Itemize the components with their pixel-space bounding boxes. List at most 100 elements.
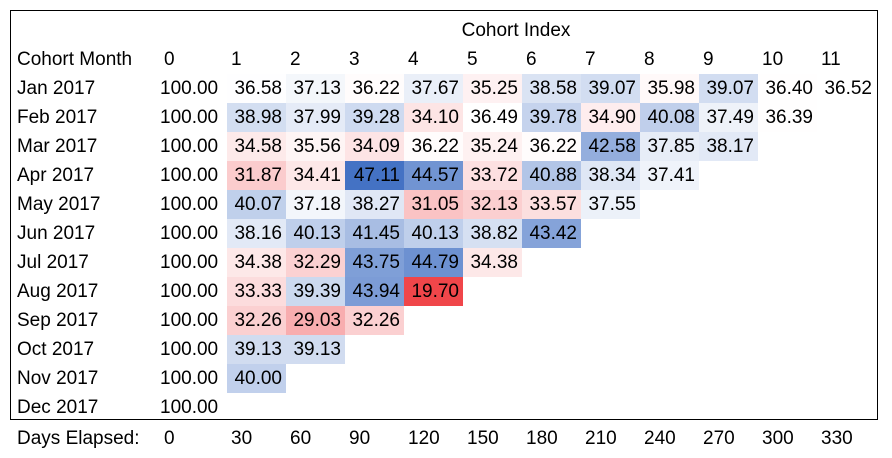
column-header: 6: [526, 49, 537, 70]
heatmap-cell: 100.00: [160, 252, 219, 273]
heatmap-cell: 34.58: [227, 132, 286, 161]
heatmap-cell: 29.03: [286, 306, 345, 335]
heatmap-cell: 39.13: [286, 335, 345, 364]
heatmap-cell: 32.26: [227, 306, 286, 335]
heatmap-cell: 100.00: [160, 339, 219, 360]
days-elapsed-label: 150: [467, 428, 499, 449]
heatmap-cell: 36.58: [227, 74, 286, 103]
heatmap-cell: 100.00: [160, 368, 219, 389]
column-header: 4: [408, 49, 419, 70]
days-elapsed-label: 330: [821, 428, 853, 449]
heatmap-cell: 39.07: [699, 74, 758, 103]
heatmap-cell: 34.09: [345, 132, 404, 161]
column-header: 9: [703, 49, 714, 70]
row-label: Dec 2017: [17, 397, 99, 418]
heatmap-cell: 38.27: [345, 190, 404, 219]
days-elapsed-label: 90: [349, 428, 371, 449]
days-elapsed-label: 270: [703, 428, 735, 449]
heatmap-cell: 36.22: [404, 132, 463, 161]
heatmap-cell: 19.70: [404, 277, 463, 306]
row-header-label: Cohort Month: [17, 49, 133, 70]
heatmap-cell: 38.58: [522, 74, 581, 103]
days-elapsed-label: 60: [290, 428, 312, 449]
row-label: Feb 2017: [17, 107, 98, 128]
heatmap-cell: 42.58: [581, 132, 640, 161]
heatmap-cell: 100.00: [160, 136, 219, 157]
heatmap-cell: 39.78: [522, 103, 581, 132]
heatmap-cell: 39.28: [345, 103, 404, 132]
heatmap-cell: 44.79: [404, 248, 463, 277]
heatmap-cell: 40.00: [227, 364, 286, 393]
heatmap-cell: 34.90: [581, 103, 640, 132]
column-header: 2: [290, 49, 301, 70]
heatmap-cell: 37.85: [640, 132, 699, 161]
row-label: Oct 2017: [17, 339, 95, 360]
column-header: 1: [231, 49, 242, 70]
row-label: May 2017: [17, 194, 101, 215]
days-elapsed-label: 180: [526, 428, 558, 449]
heatmap-cell: 40.07: [227, 190, 286, 219]
column-header: 0: [164, 49, 175, 70]
heatmap-cell: 44.57: [404, 161, 463, 190]
column-header: 10: [762, 49, 784, 70]
days-elapsed-label: 30: [231, 428, 253, 449]
heatmap-cell: 40.88: [522, 161, 581, 190]
heatmap-cell: 31.05: [404, 190, 463, 219]
heatmap-cell: 36.49: [463, 103, 522, 132]
row-label: Aug 2017: [17, 281, 99, 302]
footer-label: Days Elapsed:: [17, 428, 140, 449]
column-header: 8: [644, 49, 655, 70]
heatmap-cell: 47.11: [345, 161, 404, 190]
heatmap-cell: 32.26: [345, 306, 404, 335]
heatmap-cell: 36.52: [817, 74, 876, 103]
heatmap-cell: 100.00: [160, 310, 219, 331]
heatmap-cell: 100.00: [160, 165, 219, 186]
heatmap-cell: 37.49: [699, 103, 758, 132]
row-label: Nov 2017: [17, 368, 99, 389]
heatmap-cell: 40.08: [640, 103, 699, 132]
heatmap-cell: 37.13: [286, 74, 345, 103]
heatmap-cell: 32.29: [286, 248, 345, 277]
heatmap-cell: 39.39: [286, 277, 345, 306]
heatmap-cell: 43.42: [522, 219, 581, 248]
column-header: 3: [349, 49, 360, 70]
heatmap-cell: 43.94: [345, 277, 404, 306]
days-elapsed-label: 300: [762, 428, 794, 449]
table-frame: [10, 10, 878, 420]
heatmap-cell: 37.55: [581, 190, 640, 219]
column-header: 7: [585, 49, 596, 70]
heatmap-cell: 33.33: [227, 277, 286, 306]
heatmap-cell: 34.38: [463, 248, 522, 277]
heatmap-cell: 41.45: [345, 219, 404, 248]
heatmap-cell: 34.10: [404, 103, 463, 132]
heatmap-cell: 100.00: [160, 78, 219, 99]
days-elapsed-label: 210: [585, 428, 617, 449]
heatmap-cell: 38.82: [463, 219, 522, 248]
row-label: Apr 2017: [17, 165, 95, 186]
heatmap-cell: 38.16: [227, 219, 286, 248]
heatmap-cell: 39.07: [581, 74, 640, 103]
heatmap-cell: 100.00: [160, 397, 219, 418]
heatmap-cell: 36.40: [758, 74, 817, 103]
heatmap-cell: 38.34: [581, 161, 640, 190]
row-label: Sep 2017: [17, 310, 99, 331]
chart-title: Cohort Index: [461, 20, 571, 41]
days-elapsed-label: 0: [164, 428, 175, 449]
heatmap-cell: 33.72: [463, 161, 522, 190]
heatmap-cell: 38.17: [699, 132, 758, 161]
heatmap-cell: 37.99: [286, 103, 345, 132]
row-label: Jun 2017: [17, 223, 96, 244]
heatmap-cell: 100.00: [160, 223, 219, 244]
row-label: Jan 2017: [17, 78, 96, 99]
days-elapsed-label: 240: [644, 428, 676, 449]
heatmap-cell: 36.39: [758, 103, 817, 132]
heatmap-cell: 36.22: [345, 74, 404, 103]
column-header: 11: [821, 49, 841, 70]
heatmap-cell: 32.13: [463, 190, 522, 219]
heatmap-cell: 35.56: [286, 132, 345, 161]
heatmap-cell: 38.98: [227, 103, 286, 132]
heatmap-cell: 43.75: [345, 248, 404, 277]
heatmap-cell: 33.57: [522, 190, 581, 219]
heatmap-cell: 35.98: [640, 74, 699, 103]
